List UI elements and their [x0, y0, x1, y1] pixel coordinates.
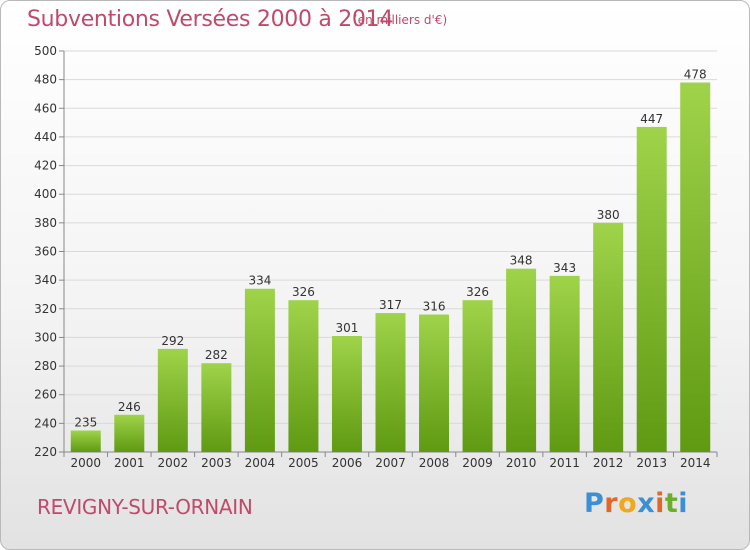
bar-2011 — [549, 275, 580, 452]
logo-letter: x — [637, 488, 656, 519]
data-label: 316 — [423, 300, 446, 314]
bar-2014 — [680, 82, 711, 452]
y-tick-label: 400 — [34, 187, 57, 201]
x-tick-label: 2001 — [114, 456, 145, 470]
x-tick-label: 2004 — [245, 456, 276, 470]
logo-letter: i — [655, 488, 665, 519]
bar-2009 — [462, 300, 493, 452]
data-label: 235 — [74, 416, 97, 430]
y-tick-label: 360 — [34, 245, 57, 259]
logo-letter: P — [584, 488, 605, 519]
x-tick-label: 2007 — [375, 456, 406, 470]
x-tick-label: 2003 — [201, 456, 232, 470]
data-label: 326 — [466, 285, 489, 299]
chart-title: Subventions Versées 2000 à 2014 — [27, 7, 394, 32]
y-tick-label: 280 — [34, 359, 57, 373]
data-label: 326 — [292, 285, 315, 299]
logo-letter: t — [664, 488, 679, 519]
axes: 220 240 260 280 300 320 340 360 380 400 420 440 460 4… — [34, 44, 718, 470]
logo-letter: o — [618, 488, 638, 519]
bar-2005 — [288, 300, 319, 452]
bar-2004 — [244, 288, 275, 452]
x-tick-label: 2006 — [332, 456, 363, 470]
data-label: 317 — [379, 298, 402, 312]
place-name: REVIGNY-SUR-ORNAIN — [37, 495, 253, 519]
data-label: 246 — [118, 400, 141, 414]
y-tick-label: 460 — [34, 101, 57, 115]
data-label: 348 — [510, 254, 533, 268]
bar-2003 — [201, 363, 232, 452]
chart-subtitle: (en milliers d'€) — [353, 13, 448, 27]
bar-2012 — [593, 222, 624, 452]
x-tick-label: 2014 — [680, 456, 711, 470]
data-label: 292 — [161, 334, 184, 348]
logo-letter: r — [604, 488, 619, 519]
y-tick-label: 300 — [34, 330, 57, 344]
x-tick-label: 2008 — [419, 456, 450, 470]
bar-2007 — [375, 313, 406, 452]
bar-2013 — [636, 126, 667, 453]
x-tick-label: 2013 — [636, 456, 667, 470]
x-tick-label: 2012 — [593, 456, 624, 470]
x-tick-label: 2000 — [70, 456, 101, 470]
data-label: 478 — [684, 68, 707, 82]
y-tick-label: 380 — [34, 216, 57, 230]
data-label: 447 — [640, 112, 663, 126]
y-tick-label: 220 — [34, 445, 57, 459]
x-tick-label: 2011 — [549, 456, 580, 470]
x-tick-label: 2010 — [506, 456, 537, 470]
bar-2002 — [157, 348, 188, 452]
data-label: 334 — [248, 274, 271, 288]
y-tick-label: 440 — [34, 130, 57, 144]
data-label: 282 — [205, 348, 228, 362]
bar-2001 — [114, 414, 145, 452]
logo-letter: i — [678, 488, 689, 519]
y-tick-label: 340 — [34, 273, 57, 287]
y-tick-label: 420 — [34, 159, 57, 173]
y-tick-label: 320 — [34, 302, 57, 316]
x-tick-label: 2002 — [158, 456, 189, 470]
bar-2008 — [419, 314, 450, 452]
data-labels: 235 246 292 282 334 326 301 317 316 326 348 343 380 4… — [74, 68, 706, 430]
bar-2010 — [506, 268, 537, 452]
bars — [70, 82, 711, 453]
data-label: 343 — [553, 261, 576, 275]
bar-2006 — [331, 335, 362, 452]
bar-2000 — [70, 430, 101, 452]
x-tick-label: 2005 — [288, 456, 319, 470]
y-tick-label: 240 — [34, 416, 57, 430]
data-label: 301 — [336, 321, 359, 335]
y-tick-label: 500 — [34, 44, 57, 58]
y-tick-label: 260 — [34, 388, 57, 402]
x-tick-label: 2009 — [462, 456, 493, 470]
y-tick-label: 480 — [34, 73, 57, 87]
proxiti-logo: Proxiti — [584, 488, 688, 519]
data-label: 380 — [597, 208, 620, 222]
